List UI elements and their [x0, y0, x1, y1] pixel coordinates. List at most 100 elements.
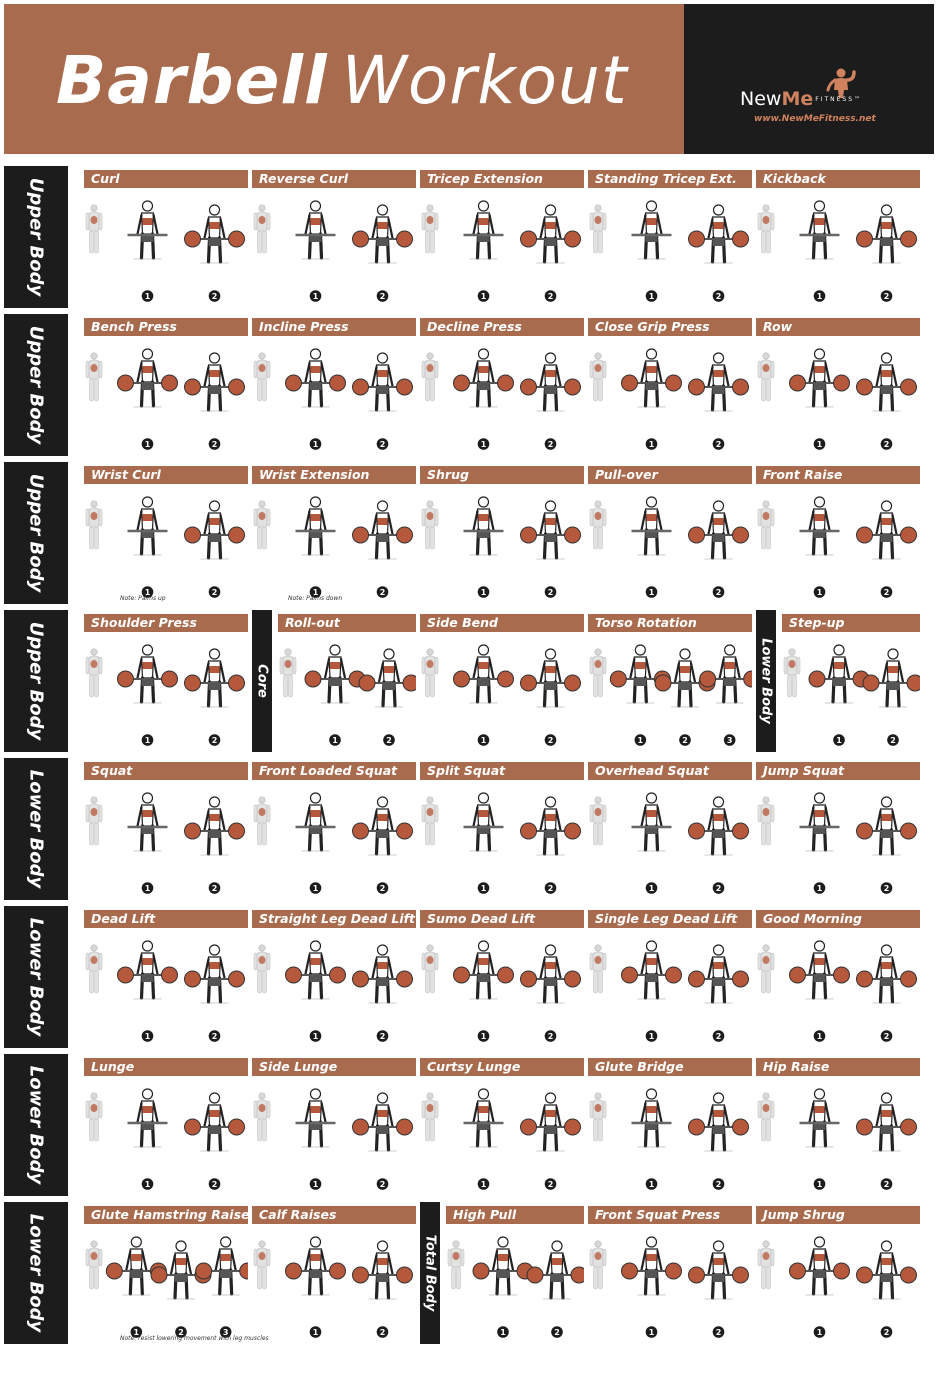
- svg-text:2: 2: [548, 1180, 554, 1189]
- muscle-diagram-icon: [253, 1240, 271, 1290]
- exercise-card[interactable]: Reverse Curl 1 2: [252, 166, 416, 308]
- exercise-card[interactable]: Dead Lift 1 2: [84, 906, 248, 1048]
- exercise-card[interactable]: Calf Raises 1 2: [252, 1202, 416, 1344]
- exercise-card[interactable]: Straight Leg Dead Lift 1 2: [252, 906, 416, 1048]
- exercise-card[interactable]: Curtsy Lunge 1 2: [420, 1054, 584, 1196]
- muscle-diagram-icon: [421, 796, 439, 846]
- exercise-figure-icon: [285, 1236, 346, 1296]
- exercise-card[interactable]: Step-up 1 2: [782, 610, 920, 752]
- flexing-figure-icon: [826, 68, 856, 98]
- step-number-badge: 2: [679, 734, 691, 746]
- muscle-diagram-icon: [589, 500, 607, 550]
- muscle-diagram-icon: [253, 204, 271, 254]
- step-number-badge: 1: [813, 586, 826, 598]
- exercise-card[interactable]: Shrug 1 2: [420, 462, 584, 604]
- exercise-card[interactable]: Good Morning 1 2: [756, 906, 920, 1048]
- exercise-figure-icon: [520, 500, 581, 560]
- exercise-figure-icon: [295, 496, 336, 556]
- exercise-card[interactable]: Kickback 1 2: [756, 166, 920, 308]
- svg-text:1: 1: [649, 884, 655, 893]
- exercise-figure-icon: [453, 644, 514, 704]
- exercise-figure-icon: [799, 200, 840, 260]
- exercise-row: Upper Body Bench Press 1 2 Incline Press 1 2 De…: [4, 314, 934, 456]
- title-light: Workout: [341, 42, 628, 119]
- svg-text:1: 1: [481, 440, 487, 449]
- exercise-card[interactable]: Decline Press 1 2: [420, 314, 584, 456]
- exercise-card[interactable]: Row 1 2: [756, 314, 920, 456]
- exercise-card[interactable]: Torso Rotation 1 2 3: [588, 610, 752, 752]
- exercise-card[interactable]: Pull-over 1 2: [588, 462, 752, 604]
- exercise-card[interactable]: Curl 1 2: [84, 166, 248, 308]
- section-label-bar: Lower Body: [4, 1054, 68, 1196]
- exercise-card[interactable]: Bench Press 1 2: [84, 314, 248, 456]
- svg-text:2: 2: [554, 1328, 560, 1337]
- svg-text:2: 2: [716, 588, 722, 597]
- exercise-name: Bench Press: [84, 318, 248, 336]
- exercise-card[interactable]: Shoulder Press 1 2: [84, 610, 248, 752]
- step-number-badge: 1: [329, 734, 341, 746]
- exercise-card[interactable]: Glute Hamstring Raise 1 2 3 Note: resist low…: [84, 1202, 269, 1344]
- exercise-card[interactable]: Hip Raise 1 2: [756, 1054, 920, 1196]
- exercise-card[interactable]: Side Lunge 1 2: [252, 1054, 416, 1196]
- exercise-card[interactable]: High Pull 1 2: [446, 1202, 584, 1344]
- muscle-diagram-icon: [589, 204, 607, 254]
- exercise-name: Curl: [84, 170, 248, 188]
- step-number-badge: 3: [723, 734, 736, 746]
- exercise-name: Wrist Extension: [252, 466, 416, 484]
- exercise-figure-icon: [352, 796, 413, 856]
- step-number-badge: 1: [645, 290, 658, 302]
- svg-text:1: 1: [313, 292, 319, 301]
- exercise-figure-icon: [631, 1088, 672, 1148]
- exercise-card[interactable]: Front Raise 1 2: [756, 462, 920, 604]
- svg-text:2: 2: [212, 1032, 218, 1041]
- step-number-badge: 2: [376, 1326, 389, 1338]
- section-label: Upper Body: [25, 325, 47, 445]
- exercise-name: Close Grip Press: [588, 318, 752, 336]
- muscle-diagram-icon: [421, 944, 439, 994]
- step-number-badge: 1: [477, 1030, 490, 1042]
- step-number-badge: 2: [880, 290, 893, 302]
- exercise-figure-icon: [856, 796, 917, 856]
- step-number-badge: 2: [544, 1030, 557, 1042]
- exercise-figure-icon: [631, 200, 672, 260]
- muscle-diagram-icon: [589, 944, 607, 994]
- exercise-card[interactable]: Jump Shrug 1 2: [756, 1202, 920, 1344]
- muscle-diagram-icon: [85, 944, 103, 994]
- exercise-card[interactable]: Overhead Squat 1 2: [588, 758, 752, 900]
- step-number-badge: 1: [141, 1030, 154, 1042]
- svg-text:1: 1: [313, 588, 319, 597]
- exercise-card[interactable]: Lunge 1 2: [84, 1054, 248, 1196]
- exercise-figure-icon: [520, 352, 581, 412]
- exercise-card[interactable]: Split Squat 1 2: [420, 758, 584, 900]
- muscle-diagram-icon: [85, 1092, 103, 1142]
- exercise-card[interactable]: Single Leg Dead Lift 1 2: [588, 906, 752, 1048]
- exercise-card[interactable]: Sumo Dead Lift 1 2: [420, 906, 584, 1048]
- exercise-row: Upper Body Curl 1 2 Reverse Curl 1 2 Tricep Ext…: [4, 166, 934, 308]
- exercise-card[interactable]: Side Bend 1 2: [420, 610, 584, 752]
- exercise-card[interactable]: Glute Bridge 1 2: [588, 1054, 752, 1196]
- exercise-card[interactable]: Front Loaded Squat 1 2: [252, 758, 416, 900]
- exercise-card[interactable]: Wrist Curl 1 2 Note: Palms up: [84, 462, 248, 604]
- svg-text:1: 1: [817, 1032, 823, 1041]
- muscle-diagram-icon: [589, 1092, 607, 1142]
- exercise-name: Glute Hamstring Raise: [84, 1206, 248, 1224]
- exercise-card[interactable]: Jump Squat 1 2: [756, 758, 920, 900]
- exercise-card[interactable]: Roll-out 1 2: [278, 610, 416, 752]
- exercise-card[interactable]: Front Squat Press 1 2: [588, 1202, 752, 1344]
- website-link[interactable]: www.NewMeFitness.net: [754, 114, 876, 124]
- exercise-card[interactable]: Standing Tricep Ext. 1 2: [588, 166, 752, 308]
- exercise-card[interactable]: Incline Press 1 2: [252, 314, 416, 456]
- muscle-diagram-icon: [85, 352, 103, 402]
- step-number-badge: 1: [645, 438, 658, 450]
- exercise-name: Overhead Squat: [588, 762, 752, 780]
- exercise-card[interactable]: Squat 1 2: [84, 758, 248, 900]
- exercise-card[interactable]: Tricep Extension 1 2: [420, 166, 584, 308]
- exercise-card[interactable]: Close Grip Press 1 2: [588, 314, 752, 456]
- svg-text:2: 2: [884, 1328, 890, 1337]
- exercise-card[interactable]: Wrist Extension 1 2 Note: Palms down: [252, 462, 416, 604]
- exercise-figure-icon: [789, 1236, 850, 1296]
